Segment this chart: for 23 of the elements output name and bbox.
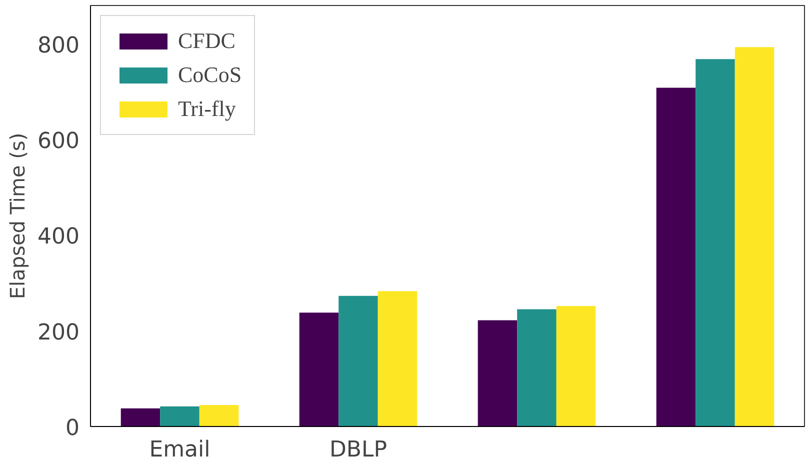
bar: [656, 88, 696, 426]
y-tick-label: 600: [38, 128, 80, 154]
y-tick-label: 800: [38, 33, 80, 58]
legend-label: CFDC: [178, 28, 236, 54]
y-tick-label: 400: [38, 224, 80, 250]
x-tick-label: DBLP: [329, 438, 388, 462]
bar: [299, 312, 339, 426]
y-axis-title: Elapsed Time (s): [6, 132, 30, 300]
bar: [378, 291, 418, 426]
bar: [338, 296, 378, 426]
bar: [734, 47, 774, 426]
legend-label: CoCoS: [178, 62, 242, 88]
bar: [120, 408, 160, 426]
bar: [160, 406, 200, 426]
bar: [517, 309, 556, 426]
bar: [478, 320, 518, 426]
x-tick-label: Email: [149, 438, 210, 462]
bar: [696, 59, 735, 426]
legend-label: Tri-fly: [178, 96, 236, 122]
y-tick-label: 0: [66, 416, 80, 441]
bar: [556, 306, 596, 426]
bar: [199, 404, 239, 426]
y-tick-label: 200: [38, 320, 80, 346]
